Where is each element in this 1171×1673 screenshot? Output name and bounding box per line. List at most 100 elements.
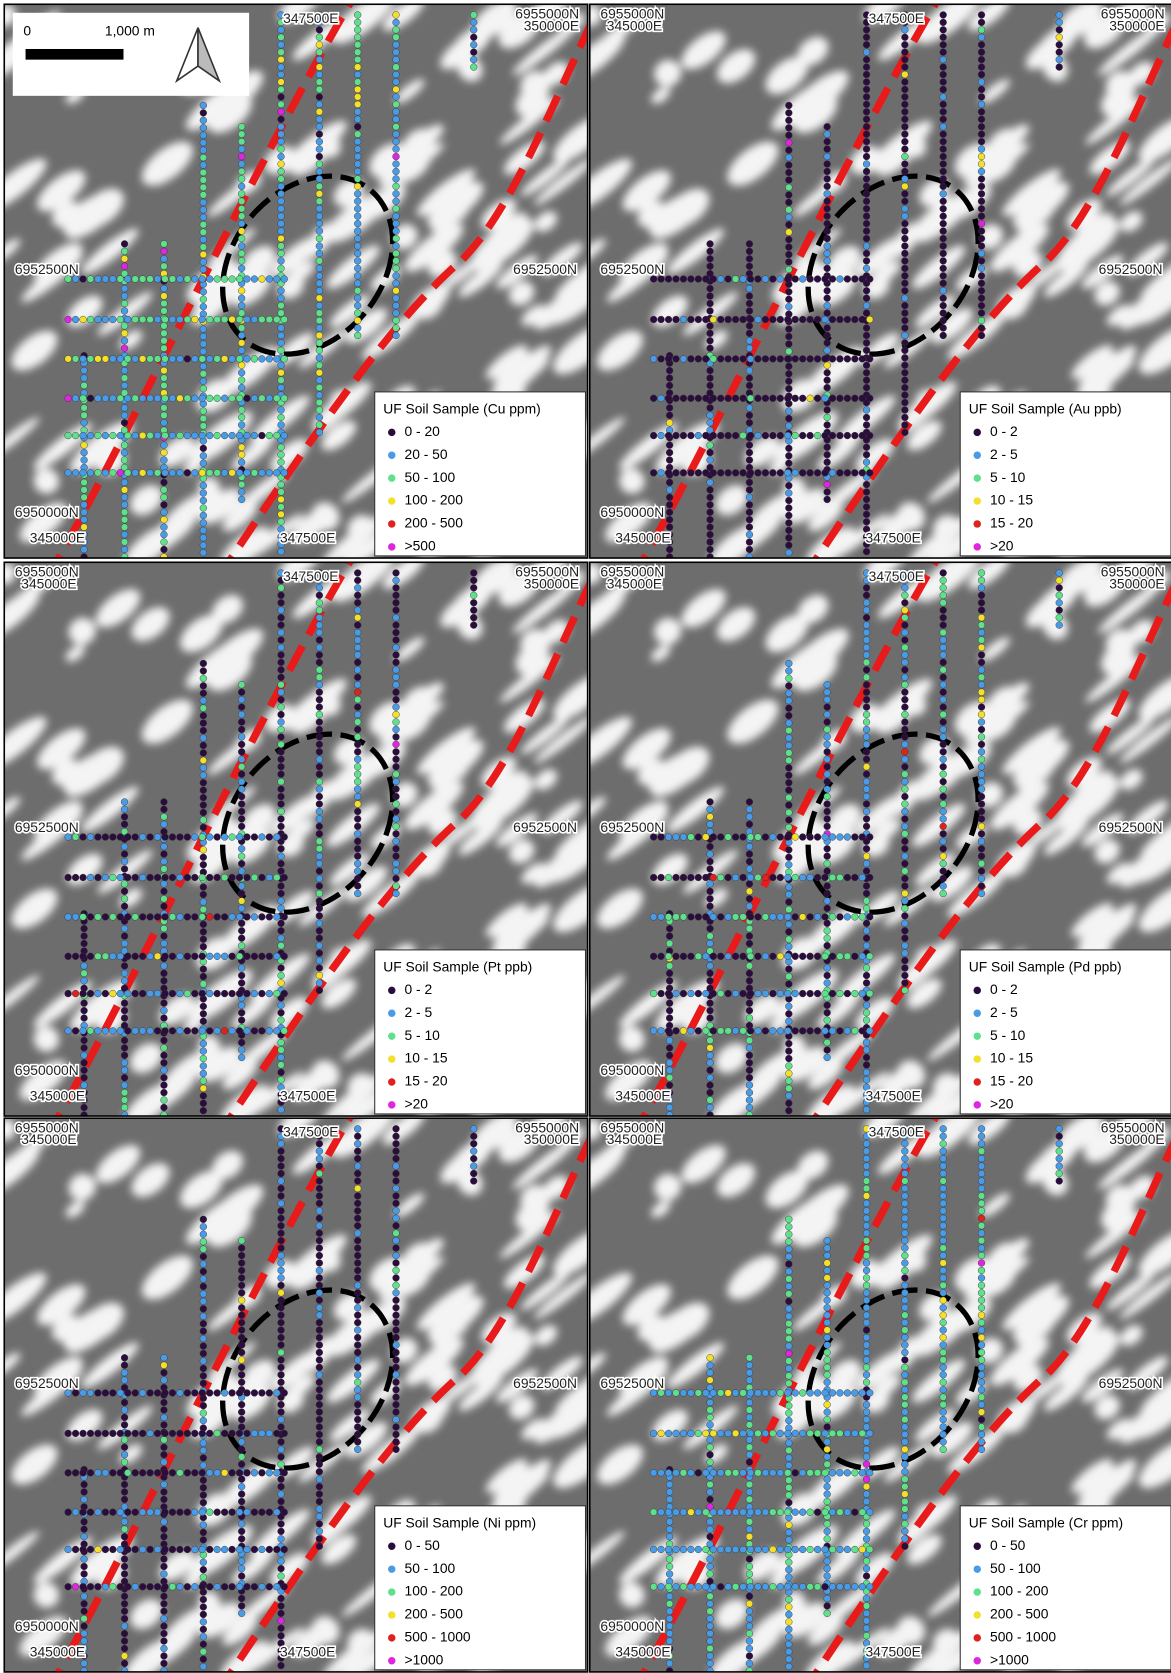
- soil-sample: [393, 1371, 400, 1378]
- soil-sample: [707, 1112, 714, 1119]
- soil-sample: [650, 1583, 657, 1590]
- soil-sample: [258, 990, 265, 997]
- soil-sample: [863, 584, 870, 591]
- soil-sample: [316, 860, 323, 867]
- soil-sample: [665, 953, 672, 960]
- soil-sample: [785, 1402, 792, 1409]
- soil-sample: [81, 940, 88, 947]
- grid-label: 345000E: [30, 1643, 85, 1659]
- soil-sample: [940, 577, 947, 584]
- soil-sample: [717, 1430, 724, 1437]
- soil-sample: [978, 190, 985, 197]
- soil-sample: [901, 190, 908, 197]
- soil-sample: [236, 834, 243, 841]
- soil-sample: [354, 734, 361, 741]
- soil-sample: [707, 1015, 714, 1022]
- soil-sample: [1056, 56, 1063, 63]
- soil-sample: [746, 1362, 753, 1369]
- soil-sample: [316, 138, 323, 145]
- soil-sample: [814, 432, 821, 439]
- soil-sample: [824, 786, 831, 793]
- soil-sample: [707, 524, 714, 531]
- soil-sample: [81, 1481, 88, 1488]
- soil-sample: [863, 801, 870, 808]
- soil-sample: [117, 913, 124, 920]
- soil-sample: [316, 927, 323, 934]
- soil-sample: [102, 1509, 109, 1516]
- soil-sample: [940, 1416, 947, 1423]
- soil-sample: [354, 584, 361, 591]
- soil-sample: [316, 652, 323, 659]
- soil-sample: [278, 704, 285, 711]
- soil-sample: [901, 659, 908, 666]
- soil-sample: [978, 146, 985, 153]
- soil-sample: [258, 276, 265, 283]
- grid-label: 6952500N: [15, 261, 79, 277]
- soil-sample: [154, 1390, 161, 1397]
- soil-sample: [746, 1645, 753, 1652]
- soil-sample: [316, 1461, 323, 1468]
- soil-sample: [316, 161, 323, 168]
- soil-sample: [154, 953, 161, 960]
- soil-sample: [978, 295, 985, 302]
- soil-sample: [740, 1390, 747, 1397]
- soil-sample: [236, 1583, 243, 1590]
- soil-sample: [940, 86, 947, 93]
- soil-sample: [278, 1573, 285, 1580]
- soil-sample: [316, 1379, 323, 1386]
- grid-label: 347500E: [283, 568, 338, 584]
- soil-sample: [221, 1430, 228, 1437]
- soil-sample: [121, 1459, 128, 1466]
- legend-label: 15 - 20: [405, 1073, 448, 1089]
- soil-sample: [121, 1481, 128, 1488]
- soil-sample: [837, 316, 844, 323]
- soil-sample: [746, 486, 753, 493]
- soil-sample: [273, 834, 280, 841]
- soil-sample: [785, 452, 792, 459]
- soil-sample: [814, 1390, 821, 1397]
- soil-sample: [102, 1027, 109, 1034]
- map-panel: 6955000N345000E347500E6955000N350000E695…: [0, 538, 619, 1137]
- soil-sample: [200, 1320, 207, 1327]
- soil-sample: [278, 548, 285, 555]
- soil-sample: [978, 198, 985, 205]
- soil-sample: [258, 834, 265, 841]
- soil-sample: [940, 778, 947, 785]
- soil-sample: [177, 1469, 184, 1476]
- soil-sample: [707, 1638, 714, 1645]
- soil-sample: [746, 880, 753, 887]
- soil-sample: [978, 1416, 985, 1423]
- soil-sample: [710, 395, 717, 402]
- soil-sample: [200, 1253, 207, 1260]
- soil-sample: [824, 1319, 831, 1326]
- soil-sample: [121, 798, 128, 805]
- soil-sample: [236, 1469, 243, 1476]
- soil-sample: [121, 1571, 128, 1578]
- soil-sample: [1056, 570, 1063, 577]
- soil-sample: [278, 220, 285, 227]
- soil-sample: [87, 1469, 94, 1476]
- soil-sample: [687, 1469, 694, 1476]
- soil-sample: [687, 1430, 694, 1437]
- soil-sample: [316, 205, 323, 212]
- soil-sample: [658, 1430, 665, 1437]
- soil-sample: [901, 1379, 908, 1386]
- soil-sample: [725, 990, 732, 997]
- soil-sample: [940, 696, 947, 703]
- soil-sample: [470, 599, 477, 606]
- soil-sample: [707, 293, 714, 300]
- soil-sample: [132, 953, 139, 960]
- soil-sample: [859, 913, 866, 920]
- soil-sample: [214, 1027, 221, 1034]
- soil-sample: [707, 1653, 714, 1660]
- soil-sample: [792, 432, 799, 439]
- soil-sample: [278, 652, 285, 659]
- soil-sample: [65, 469, 72, 476]
- soil-sample: [707, 1421, 714, 1428]
- soil-sample: [109, 990, 116, 997]
- soil-sample: [132, 1430, 139, 1437]
- soil-sample: [200, 370, 207, 377]
- soil-sample: [238, 763, 245, 770]
- soil-sample: [238, 198, 245, 205]
- soil-sample: [863, 407, 870, 414]
